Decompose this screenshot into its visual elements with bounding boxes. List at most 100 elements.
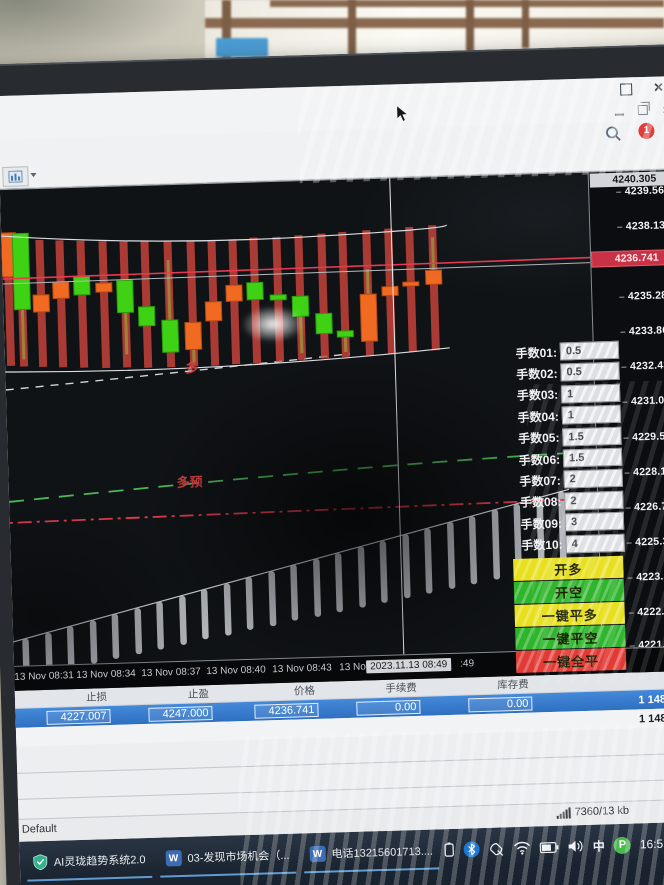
candle-body (315, 312, 333, 335)
child-minimize-button[interactable] (615, 113, 625, 116)
close-button[interactable]: × (653, 79, 664, 97)
candle-body (116, 279, 135, 314)
wifi-icon[interactable] (514, 841, 531, 855)
caret-down-icon[interactable] (30, 172, 37, 178)
price-tick: 4232.435 (630, 359, 664, 372)
lot-label: 手数10: (521, 537, 563, 553)
trade-button-开多[interactable]: 开多 (513, 555, 624, 582)
lot-size-input[interactable]: 1 (560, 383, 621, 404)
battery-icon[interactable] (539, 841, 559, 853)
lot-label: 手数08: (519, 494, 562, 511)
trading-app-window: × × 1 (0, 75, 664, 885)
usb-device-icon[interactable] (444, 842, 455, 858)
time-tick-label: 13 Nov 08:37 (141, 666, 201, 680)
ime-indicator[interactable]: 中 (592, 838, 606, 854)
column-header[interactable]: 库存费 (497, 678, 529, 692)
crosshair-time-tag: 2023.11.13 08:49 (366, 657, 452, 674)
candle-body (359, 293, 379, 342)
lot-size-input[interactable]: 1 (561, 404, 622, 425)
screen: × × 1 (0, 75, 664, 885)
taskbar-app-word-doc1[interactable]: W 03-发现市场机会（... (156, 839, 299, 875)
price-tick: 4235.285 (628, 289, 664, 302)
maximize-button[interactable] (619, 83, 633, 96)
lot-label: 手数06: (518, 452, 561, 468)
trade-button-一键全平[interactable]: 一键全平 (515, 647, 627, 673)
lot-row: 手数08: 2 (503, 490, 624, 514)
price-tick: 4226.735 (634, 500, 664, 513)
table-cell: 0.00 (468, 696, 533, 712)
histogram-bar (89, 620, 98, 664)
histogram-bar (313, 558, 322, 617)
histogram-bar (447, 521, 456, 589)
lot-row: 手数03: 1 (500, 383, 621, 407)
taskbar-app-ai-system[interactable]: AI灵珑趋势系统2.0 (23, 843, 155, 879)
window-frame-post (522, 0, 529, 48)
column-header[interactable]: 手续费 (385, 681, 418, 695)
profile-name[interactable]: Default (21, 822, 57, 836)
bluetooth-icon[interactable] (463, 841, 480, 858)
lot-label: 手数07: (519, 473, 561, 489)
chart-annotation: 多预 (176, 474, 202, 490)
lot-row: 手数07: 2 (502, 468, 623, 492)
table-cell: 0.00 (356, 699, 421, 716)
lot-size-input[interactable]: 0.5 (559, 340, 620, 361)
candle-body (424, 269, 443, 286)
candle-body (291, 295, 310, 317)
window-frame-post (348, 0, 356, 58)
lot-row: 手数10: 4 (504, 532, 625, 556)
time-tick-label: 13 Nov 08:40 (206, 664, 266, 678)
child-restore-button[interactable] (638, 104, 649, 116)
taskbar-clock[interactable]: 16:51 (639, 836, 664, 852)
price-tick: 4233.860 (629, 324, 664, 337)
lot-size-input[interactable]: 4 (565, 533, 625, 554)
histogram-bar (111, 613, 120, 659)
trade-button-开空[interactable]: 开空 (513, 578, 625, 605)
wall-shadow (0, 0, 200, 60)
table-cell: 4236.741 (254, 702, 319, 719)
satellite-icon[interactable] (489, 841, 505, 856)
green-app-icon[interactable]: P (613, 836, 632, 854)
price-tick: 4231.010 (631, 394, 664, 407)
chart-template-button[interactable] (2, 166, 29, 188)
price-tick: 4229.585 (632, 430, 664, 443)
lot-size-input[interactable]: 2 (564, 490, 624, 511)
column-header[interactable]: 止损 (85, 691, 108, 704)
window-frame-post (466, 0, 474, 52)
lot-label: 手数05: (517, 430, 560, 446)
candle-body (72, 275, 91, 296)
lot-size-input[interactable]: 1.5 (562, 447, 623, 468)
candle-body (184, 321, 203, 351)
histogram-bar (66, 626, 75, 667)
candle-body (246, 281, 264, 301)
price-tick: 4222.460 (637, 605, 664, 618)
range-bar (405, 226, 417, 353)
trade-button-一键平空[interactable]: 一键平空 (515, 624, 626, 650)
histogram-bar (245, 576, 254, 630)
column-header[interactable]: 止盈 (187, 688, 210, 701)
histogram-bar (468, 516, 478, 585)
histogram-bar (268, 571, 277, 627)
lot-size-input[interactable]: 1.5 (562, 426, 622, 447)
candle-wick (343, 336, 348, 352)
taskbar-app-word-doc2[interactable]: W 电话13215601713.... (300, 834, 442, 870)
histogram-bar (156, 601, 164, 650)
histogram-bar (491, 509, 501, 580)
crosshair-price-tag: 4240.305 (589, 170, 664, 188)
candle-body (204, 301, 223, 322)
divider (17, 778, 664, 800)
notification-badge[interactable]: 1 (638, 122, 655, 140)
lot-row: 手数09: 3 (504, 511, 625, 535)
lot-size-input[interactable]: 2 (563, 469, 623, 489)
price-tick: 4225.310 (635, 535, 664, 548)
lot-size-input[interactable]: 0.5 (560, 362, 620, 382)
column-header[interactable]: 价格 (293, 684, 316, 698)
candle-body (52, 281, 70, 300)
trade-button-一键平多[interactable]: 一键平多 (514, 601, 626, 627)
histogram-bar (200, 589, 209, 640)
speaker-icon[interactable] (568, 839, 584, 853)
search-icon[interactable] (604, 125, 623, 149)
lot-size-input[interactable]: 3 (564, 511, 625, 532)
chart-region: 多多预 4240.305 4236.741 4239.560 4238.135 42… (0, 168, 664, 691)
range-bar (249, 237, 262, 364)
lot-label: 手数09: (520, 516, 563, 532)
